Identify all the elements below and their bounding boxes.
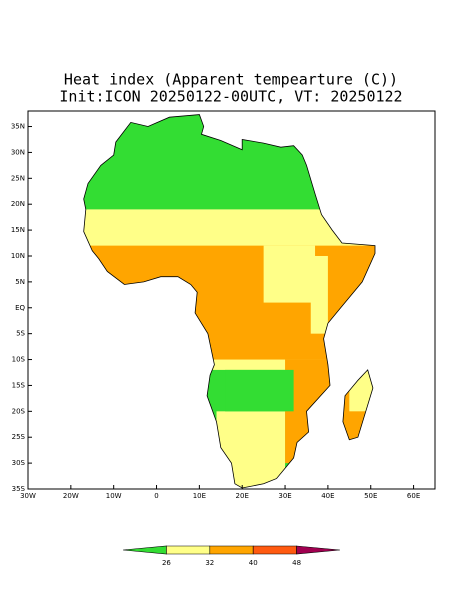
y-tick-label: 20N	[11, 200, 25, 208]
y-tick-label: 10S	[12, 356, 26, 364]
field-mild	[310, 255, 328, 334]
y-tick-label: 15N	[11, 226, 25, 234]
colorbar-label: 32	[205, 559, 214, 567]
colorbar-label: 48	[292, 559, 301, 567]
y-tick-label: 5S	[16, 330, 25, 338]
colorbar-bin	[296, 545, 341, 555]
colorbar-bin	[252, 545, 297, 555]
field-mild	[263, 245, 316, 303]
y-tick-label: 35N	[11, 123, 25, 131]
x-tick-label: 10E	[193, 492, 206, 500]
coastline	[83, 114, 376, 489]
x-tick-label: 60E	[407, 492, 420, 500]
x-tick-label: 30W	[20, 492, 36, 500]
x-tick-label: 10W	[106, 492, 122, 500]
x-tick-label: 0	[154, 492, 158, 500]
field-cool	[225, 369, 294, 412]
y-tick-label: 15S	[12, 381, 26, 389]
colorbar-bin	[122, 545, 167, 555]
y-tick-label: 25S	[12, 433, 26, 441]
y-tick-label: 10N	[11, 252, 25, 260]
y-tick-label: 5N	[15, 278, 25, 286]
y-tick-label: 30N	[11, 148, 25, 156]
x-tick-label: 50E	[364, 492, 377, 500]
y-tick-label: 25N	[11, 174, 25, 182]
y-tick-label: 35S	[12, 485, 26, 493]
y-tick-label: 20S	[12, 407, 26, 415]
map-subtitle: Init:ICON 20250122-00UTC, VT: 20250122	[59, 88, 402, 106]
x-tick-label: 30E	[278, 492, 291, 500]
colorbar-bin	[209, 545, 254, 555]
colorbar-label: 40	[249, 559, 258, 567]
x-tick-label: 20E	[236, 492, 249, 500]
y-tick-label: EQ	[15, 304, 25, 312]
x-tick-label: 40E	[321, 492, 334, 500]
colorbar-label: 26	[162, 559, 171, 567]
map-title: Heat index (Apparent tempearture (C))	[64, 71, 398, 89]
y-tick-label: 30S	[12, 459, 26, 467]
colorbar-bin	[166, 545, 211, 555]
x-tick-label: 20W	[63, 492, 79, 500]
